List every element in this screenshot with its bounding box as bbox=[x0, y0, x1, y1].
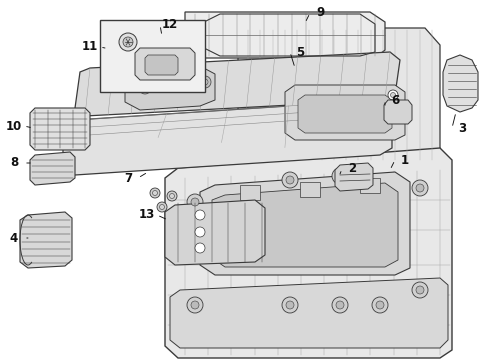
Text: 11: 11 bbox=[82, 40, 98, 54]
Circle shape bbox=[191, 198, 199, 206]
Polygon shape bbox=[170, 278, 448, 348]
Circle shape bbox=[286, 301, 294, 309]
Text: 13: 13 bbox=[139, 208, 155, 221]
Circle shape bbox=[195, 243, 205, 253]
Circle shape bbox=[202, 79, 208, 85]
Text: 6: 6 bbox=[391, 94, 399, 107]
Circle shape bbox=[157, 202, 167, 212]
Polygon shape bbox=[135, 48, 195, 80]
Circle shape bbox=[195, 210, 205, 220]
Circle shape bbox=[152, 190, 157, 195]
Polygon shape bbox=[125, 66, 215, 110]
Circle shape bbox=[167, 191, 177, 201]
Polygon shape bbox=[384, 100, 412, 124]
Circle shape bbox=[179, 78, 191, 90]
Polygon shape bbox=[145, 55, 178, 75]
Circle shape bbox=[159, 80, 171, 92]
Circle shape bbox=[150, 188, 160, 198]
Polygon shape bbox=[200, 172, 410, 275]
Polygon shape bbox=[185, 12, 385, 58]
Circle shape bbox=[195, 227, 205, 237]
Circle shape bbox=[160, 204, 165, 210]
Polygon shape bbox=[298, 95, 392, 133]
Bar bbox=[100, 20, 205, 92]
Polygon shape bbox=[240, 185, 260, 200]
Circle shape bbox=[162, 83, 168, 89]
Circle shape bbox=[372, 297, 388, 313]
Circle shape bbox=[139, 82, 151, 94]
Circle shape bbox=[191, 301, 199, 309]
Circle shape bbox=[187, 194, 203, 210]
Polygon shape bbox=[165, 200, 265, 265]
Text: 2: 2 bbox=[348, 162, 356, 175]
Circle shape bbox=[376, 301, 384, 309]
Circle shape bbox=[182, 81, 188, 87]
Circle shape bbox=[199, 76, 211, 88]
Polygon shape bbox=[335, 163, 373, 191]
Circle shape bbox=[336, 172, 344, 180]
Polygon shape bbox=[75, 52, 400, 116]
Text: 1: 1 bbox=[401, 153, 409, 166]
Circle shape bbox=[123, 37, 133, 47]
Polygon shape bbox=[30, 152, 75, 185]
Circle shape bbox=[282, 297, 298, 313]
Text: 4: 4 bbox=[10, 231, 18, 244]
Polygon shape bbox=[238, 28, 440, 162]
Circle shape bbox=[119, 33, 137, 51]
Circle shape bbox=[416, 184, 424, 192]
Text: 8: 8 bbox=[10, 157, 18, 170]
Polygon shape bbox=[212, 183, 398, 267]
Polygon shape bbox=[285, 85, 405, 140]
Text: 10: 10 bbox=[6, 120, 22, 132]
Circle shape bbox=[332, 168, 348, 184]
Polygon shape bbox=[165, 148, 452, 358]
Circle shape bbox=[388, 90, 398, 100]
Text: 5: 5 bbox=[296, 45, 304, 58]
Circle shape bbox=[142, 85, 148, 91]
Polygon shape bbox=[300, 182, 320, 197]
Polygon shape bbox=[20, 212, 72, 268]
Polygon shape bbox=[443, 55, 478, 112]
Circle shape bbox=[332, 297, 348, 313]
Polygon shape bbox=[360, 178, 380, 193]
Circle shape bbox=[286, 176, 294, 184]
Text: 9: 9 bbox=[316, 6, 324, 19]
Polygon shape bbox=[30, 108, 90, 150]
Circle shape bbox=[412, 180, 428, 196]
Circle shape bbox=[416, 286, 424, 294]
Circle shape bbox=[170, 194, 174, 198]
Polygon shape bbox=[63, 100, 392, 175]
Circle shape bbox=[282, 172, 298, 188]
Circle shape bbox=[391, 93, 395, 98]
Circle shape bbox=[187, 297, 203, 313]
Text: 7: 7 bbox=[124, 171, 132, 184]
Text: 3: 3 bbox=[458, 122, 466, 135]
Circle shape bbox=[412, 282, 428, 298]
Text: 12: 12 bbox=[162, 18, 178, 31]
Circle shape bbox=[336, 301, 344, 309]
